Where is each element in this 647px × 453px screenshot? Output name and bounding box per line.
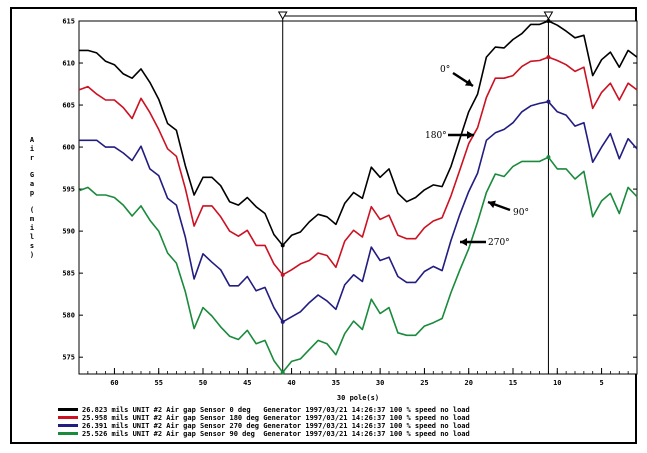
series-annotation: 270°	[488, 238, 510, 248]
x-tick-label: 40	[287, 379, 295, 387]
x-tick-label: 45	[243, 379, 251, 387]
legend-entry: 25.526 mils UNIT #2 Air gap Sensor 90 de…	[82, 430, 470, 438]
y-tick-label: 605	[62, 102, 75, 110]
x-tick-label: 10	[553, 379, 561, 387]
y-tick-label: 575	[62, 354, 75, 362]
legend-entry: 26.823 mils UNIT #2 Air gap Sensor 0 deg…	[82, 406, 470, 414]
x-tick-label: 15	[509, 379, 517, 387]
series-line-0	[79, 20, 638, 247]
cursor-point	[546, 99, 551, 104]
legend-entry: 25.958 mils UNIT #2 Air gap Sensor 180 d…	[82, 414, 470, 422]
y-tick-label: 595	[62, 186, 75, 194]
y-tick-label: 600	[62, 144, 75, 152]
cursor-marker[interactable]	[543, 11, 554, 21]
x-tick-label: 50	[199, 379, 207, 387]
series-annotation: 0°	[440, 65, 450, 75]
arrow-head	[464, 78, 473, 86]
cursor-point	[546, 155, 551, 160]
cursor-point	[280, 272, 285, 277]
y-tick-label: 590	[62, 228, 75, 236]
series-annotation: 90°	[513, 208, 529, 218]
y-tick-label: 580	[62, 312, 75, 320]
x-tick-label: 25	[420, 379, 428, 387]
legend-entry: 26.391 mils UNIT #2 Air gap Sensor 270 d…	[82, 422, 470, 430]
cursor-point	[280, 370, 285, 375]
arrow-head	[467, 131, 474, 139]
arrow-head	[488, 200, 496, 209]
series-line-2	[79, 100, 638, 323]
plot-area	[78, 20, 638, 375]
x-tick-label: 55	[154, 379, 162, 387]
x-tick-label: 5	[599, 379, 603, 387]
x-tick-label: 60	[110, 379, 118, 387]
series-annotation: 180°	[425, 131, 447, 141]
cursor-point	[280, 319, 285, 324]
series-line-1	[78, 56, 638, 276]
x-tick-label: 35	[332, 379, 340, 387]
y-tick-label: 585	[62, 270, 75, 278]
x-axis-label: 30 pole(s)	[337, 394, 379, 402]
arrow-head	[460, 238, 467, 246]
cursor-point	[546, 55, 551, 60]
cursor-point	[280, 243, 285, 248]
y-tick-label: 615	[62, 18, 75, 26]
x-tick-label: 30	[376, 379, 384, 387]
cursor-point	[546, 19, 551, 23]
y-tick-label: 610	[62, 60, 75, 68]
cursor-marker[interactable]	[277, 11, 288, 21]
series-line-3	[78, 156, 638, 374]
x-tick-label: 20	[464, 379, 472, 387]
